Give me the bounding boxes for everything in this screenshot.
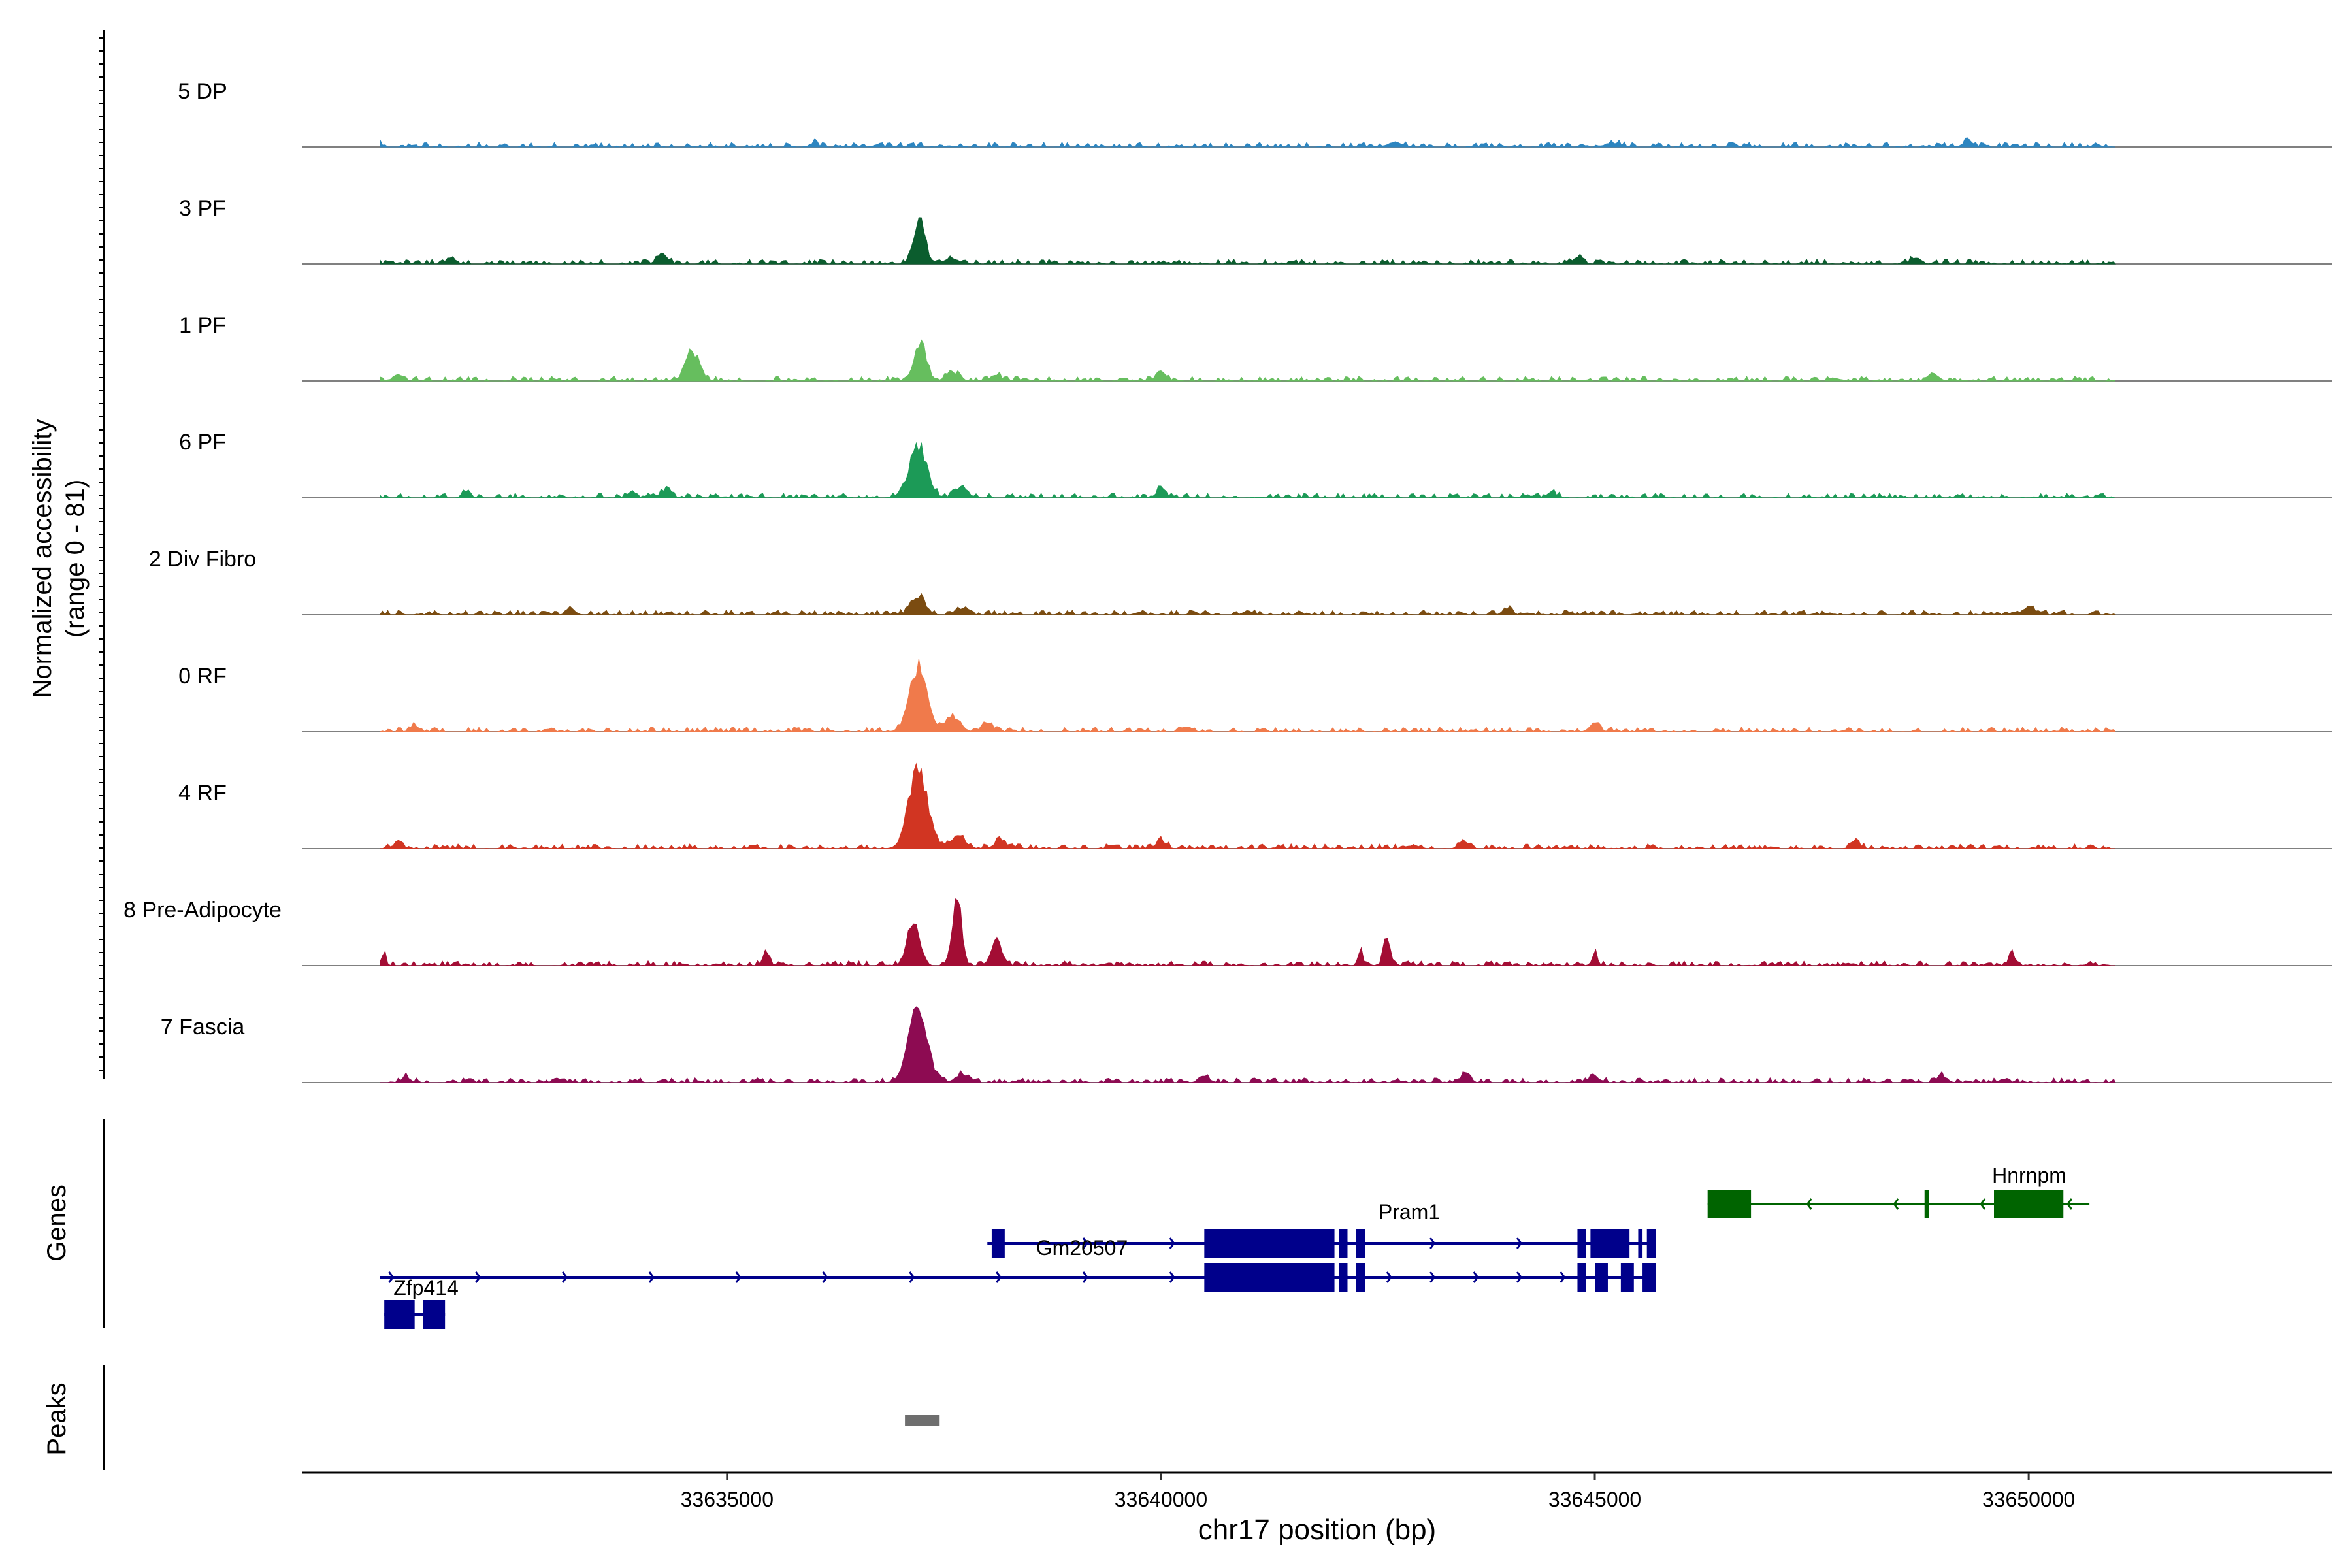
track-0-rf: 0 RF xyxy=(178,659,2332,732)
track-4-rf: 4 RF xyxy=(178,762,2332,849)
exon xyxy=(1590,1229,1630,1258)
strand-arrow xyxy=(561,1271,568,1283)
coverage-area xyxy=(380,339,2116,382)
strand-arrow xyxy=(388,1271,395,1283)
strand-arrow xyxy=(822,1271,828,1283)
coverage-area xyxy=(380,442,2115,498)
strand-arrow xyxy=(1169,1237,1175,1249)
track-label: 8 Pre-Adipocyte xyxy=(123,898,282,923)
y-axis: Normalized accessibility (range 0 - 81) xyxy=(28,30,105,1079)
coverage-area xyxy=(380,1006,2116,1083)
exon xyxy=(423,1300,446,1329)
exon xyxy=(1595,1263,1608,1292)
exon xyxy=(1646,1229,1656,1258)
gene-pram1: Pram1 xyxy=(1204,1200,1656,1292)
gene-hnrnpm: Hnrnpm xyxy=(1707,1164,2090,1218)
exon xyxy=(384,1300,415,1329)
exon xyxy=(1339,1229,1348,1258)
coverage-area xyxy=(380,659,2116,732)
strand-arrow xyxy=(1806,1198,1812,1210)
exon xyxy=(1356,1229,1365,1258)
x-axis-label: chr17 position (bp) xyxy=(1198,1514,1436,1546)
track-label: 7 Fascia xyxy=(161,1015,245,1039)
exon xyxy=(1204,1229,1335,1258)
exon xyxy=(1204,1263,1335,1292)
strand-arrow xyxy=(1429,1237,1436,1249)
strand-arrow xyxy=(648,1271,655,1283)
track-1-pf: 1 PF xyxy=(179,313,2332,382)
exon xyxy=(991,1229,1005,1258)
track-label: 0 RF xyxy=(178,664,227,689)
track-2-div-fibro: 2 Div Fibro xyxy=(149,547,2332,615)
strand-arrow xyxy=(1473,1271,1479,1283)
coverage-tracks: 5 DP 3 PF 1 PF 6 PF 2 Div Fibro 0 RF 4 RF 8 Pre… xyxy=(123,79,2332,1083)
x-tick-label: 33645000 xyxy=(1548,1488,1641,1511)
x-tick-label: 33650000 xyxy=(1982,1488,2075,1511)
coverage-area xyxy=(380,762,2115,849)
x-axis: 33635000 33640000 33645000 33650000 chr17 p… xyxy=(302,1471,2332,1546)
genes-panel: Genes Zfp414 Gm20507 Pram1 Hnrnpm xyxy=(42,1119,2090,1329)
track-8-pre-adipocyte: 8 Pre-Adipocyte xyxy=(123,898,2332,966)
strand-arrow xyxy=(1082,1271,1088,1283)
peak-regions xyxy=(905,1415,940,1426)
exon xyxy=(1577,1263,1586,1292)
coverage-area xyxy=(380,137,2115,148)
gene-label: Pram1 xyxy=(1379,1200,1440,1224)
peaks-panel: Peaks xyxy=(42,1365,940,1470)
exon xyxy=(1620,1263,1634,1292)
track-label: 4 RF xyxy=(178,781,227,806)
strand-arrow xyxy=(735,1271,742,1283)
track-label: 3 PF xyxy=(179,196,226,221)
gene-zfp414: Zfp414 xyxy=(380,1271,1656,1329)
exon xyxy=(1577,1229,1586,1258)
track-5-dp: 5 DP xyxy=(178,79,2332,148)
genes-label: Genes xyxy=(42,1184,71,1262)
exon xyxy=(1339,1263,1348,1292)
strand-arrow xyxy=(1386,1271,1392,1283)
x-tick-label: 33640000 xyxy=(1115,1488,1207,1511)
x-tick-label: 33635000 xyxy=(681,1488,774,1511)
strand-arrow xyxy=(1560,1271,1566,1283)
peaks-label: Peaks xyxy=(42,1382,71,1455)
y-axis-title: Normalized accessibility xyxy=(28,419,57,698)
coverage-area xyxy=(380,217,2116,265)
exon xyxy=(1994,1190,2064,1218)
gene-label: Zfp414 xyxy=(393,1276,459,1299)
track-6-pf: 6 PF xyxy=(179,430,2332,498)
track-label: 2 Div Fibro xyxy=(149,547,256,572)
track-7-fascia: 7 Fascia xyxy=(161,1006,2332,1083)
track-3-pf: 3 PF xyxy=(179,196,2332,265)
strand-arrow xyxy=(1893,1198,1899,1210)
exon xyxy=(1707,1190,1752,1218)
strand-arrow xyxy=(1169,1271,1175,1283)
strand-arrow xyxy=(909,1271,915,1283)
gene-annotations: Zfp414 Gm20507 Pram1 Hnrnpm xyxy=(380,1164,2090,1329)
strand-arrow xyxy=(1516,1237,1523,1249)
coverage-area xyxy=(379,593,2117,615)
y-axis-ticks xyxy=(99,37,104,1071)
strand-arrow xyxy=(1980,1198,1986,1210)
strand-arrow xyxy=(2066,1198,2073,1210)
exon xyxy=(1638,1229,1643,1258)
strand-arrow xyxy=(475,1271,482,1283)
y-axis-subtitle: (range 0 - 81) xyxy=(61,480,90,638)
gene-gm20507: Gm20507 xyxy=(987,1229,1656,1260)
exon xyxy=(1356,1263,1365,1292)
x-axis-ticks: 33635000 33640000 33645000 33650000 xyxy=(681,1473,2075,1511)
exon xyxy=(1642,1263,1656,1292)
track-label: 5 DP xyxy=(178,79,227,104)
peak-region xyxy=(905,1415,940,1426)
gene-label: Gm20507 xyxy=(1036,1236,1128,1260)
strand-arrow xyxy=(1082,1237,1088,1249)
track-label: 6 PF xyxy=(179,430,226,455)
strand-arrow xyxy=(996,1271,1002,1283)
exon xyxy=(1924,1190,1929,1218)
track-label: 1 PF xyxy=(179,313,226,338)
coverage-area xyxy=(380,898,2115,966)
gene-label: Hnrnpm xyxy=(1992,1164,2066,1187)
